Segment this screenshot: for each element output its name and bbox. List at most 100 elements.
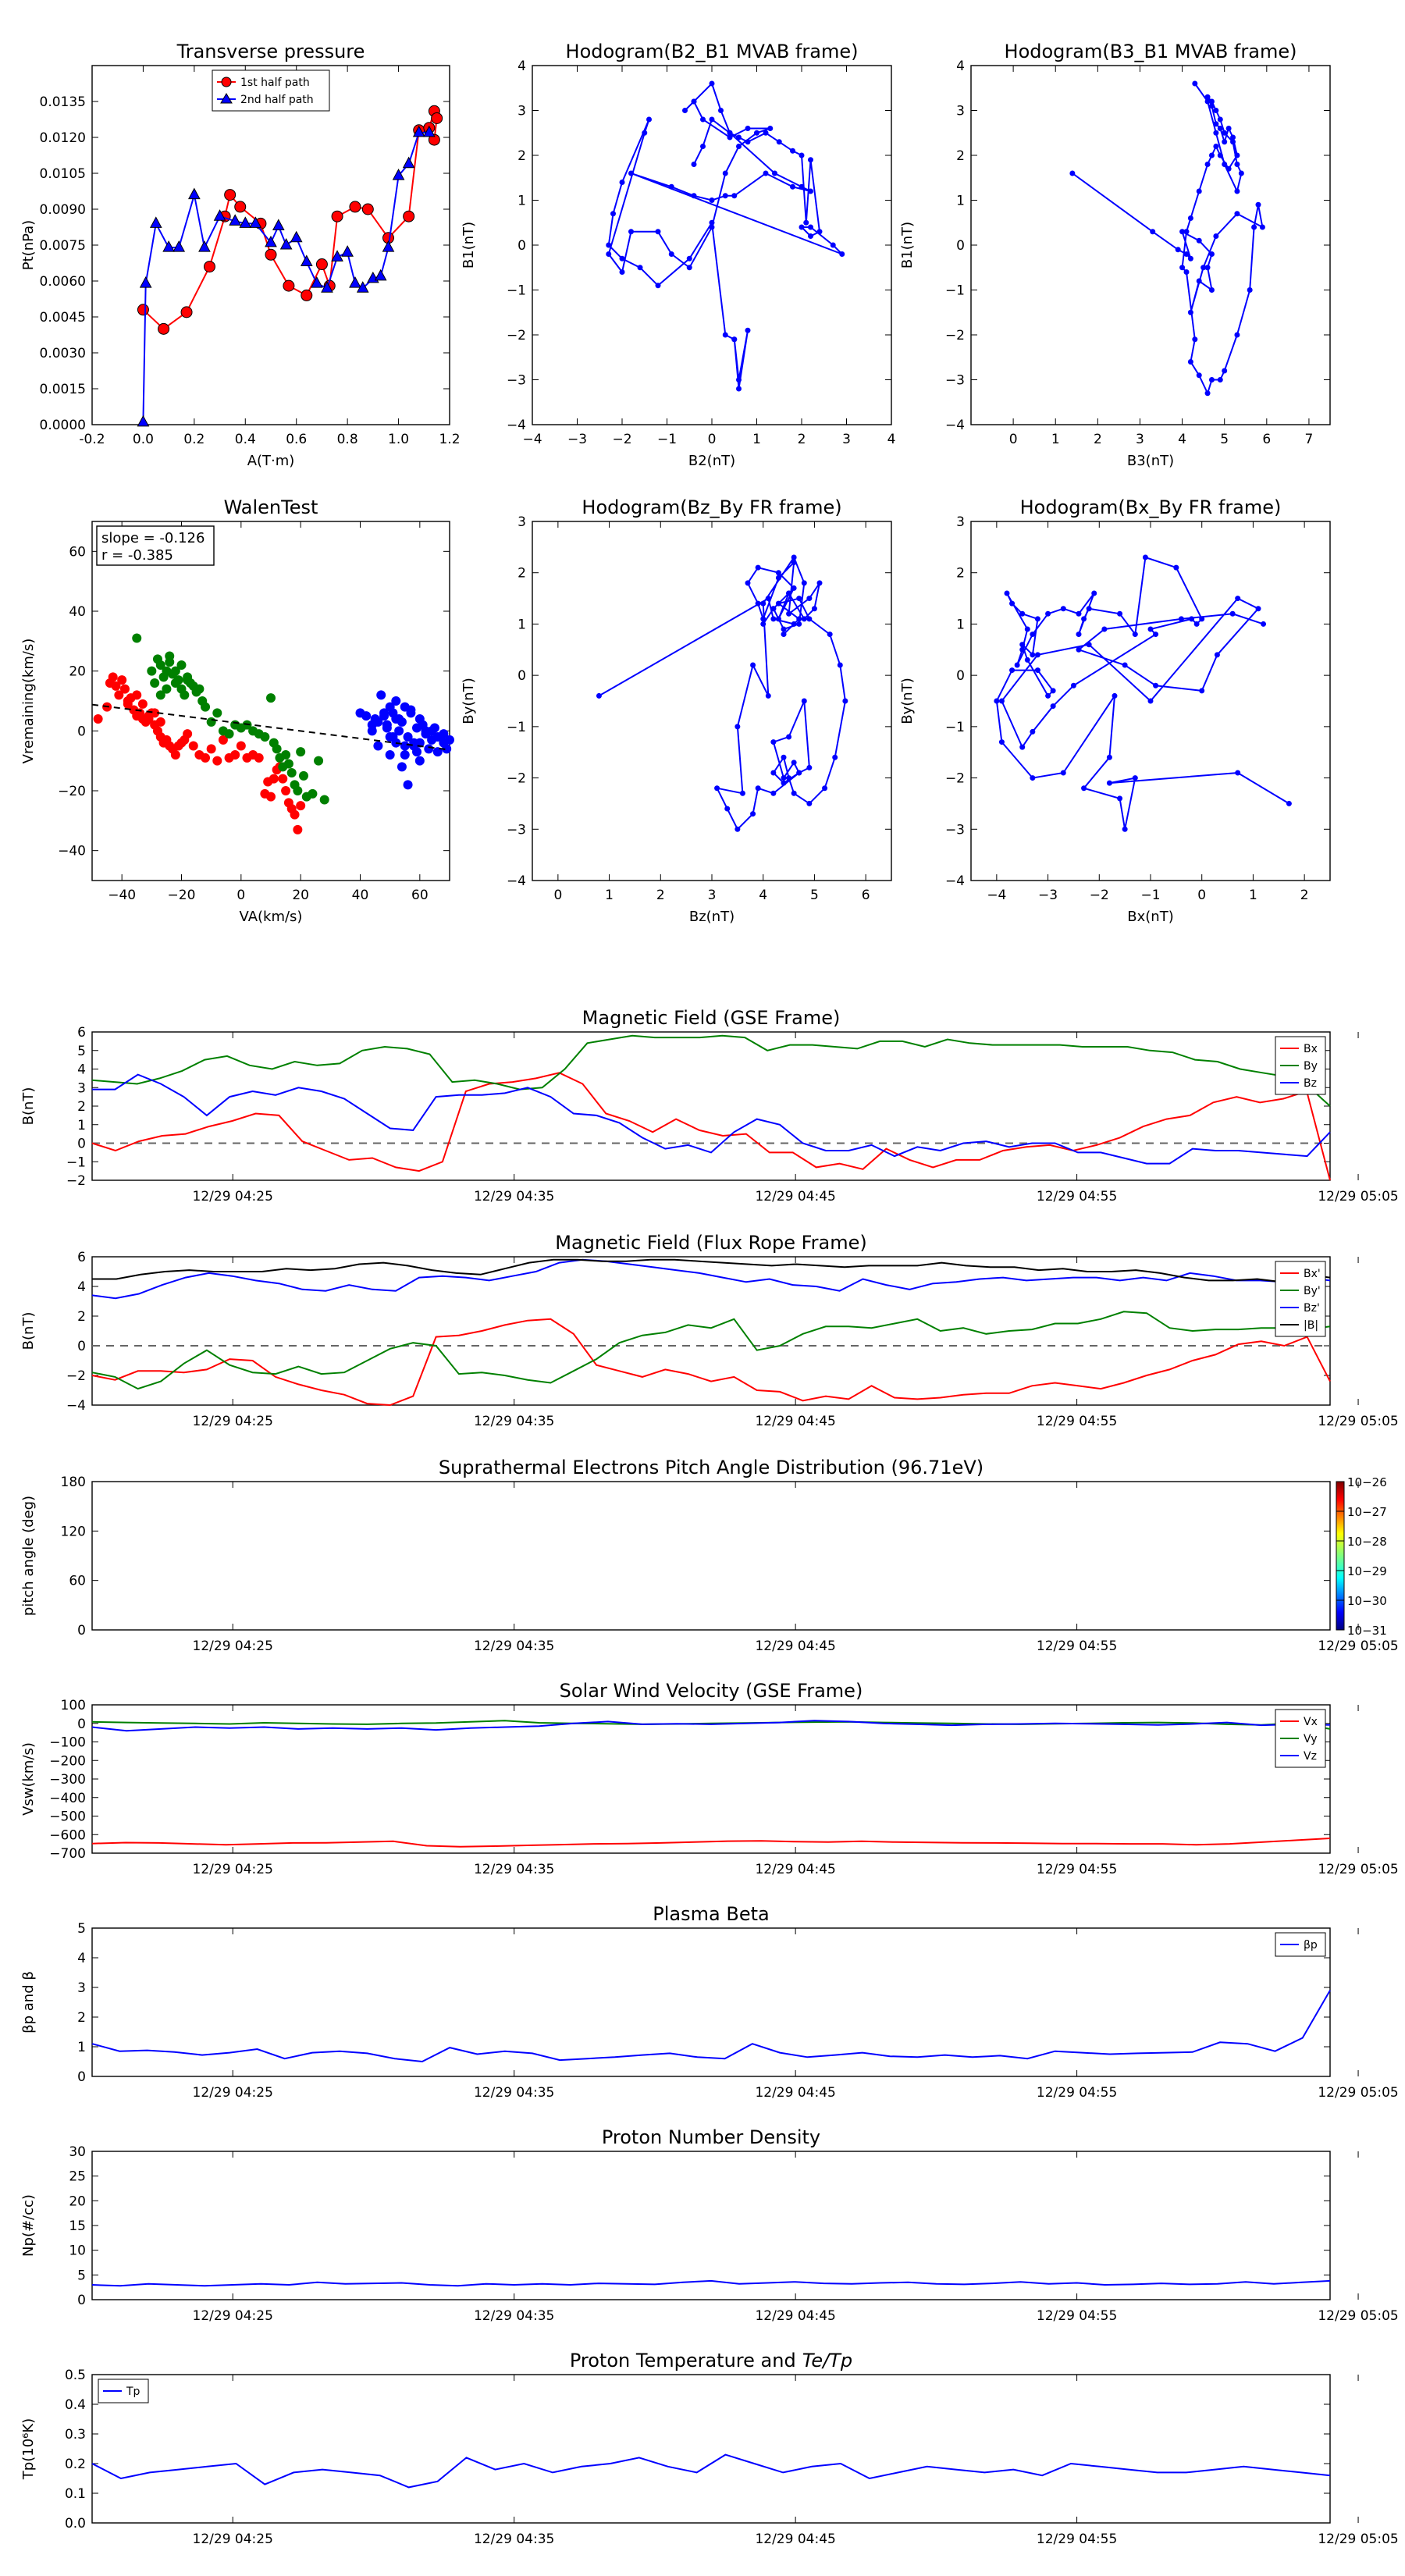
x-tick-label: 7 [1305, 432, 1314, 447]
x-tick-label: -0.2 [79, 432, 105, 447]
data-point [806, 800, 813, 806]
y-tick-label: 0 [77, 2069, 86, 2085]
chart-title: Transverse pressure [176, 41, 365, 62]
legend-item: Bx [1280, 1043, 1318, 1055]
scatter-point [230, 750, 240, 760]
x-tick-label: 12/29 05:05 [1318, 1638, 1398, 1654]
y-tick-label: 1 [518, 617, 526, 632]
series-line-1 [142, 131, 429, 422]
data-point [1045, 692, 1051, 699]
scatter-point [212, 756, 222, 766]
chart-title: Solar Wind Velocity (GSE Frame) [560, 1680, 863, 1702]
data-point [402, 156, 415, 169]
data-point [724, 806, 731, 812]
data-point [158, 322, 170, 335]
scatter-point [155, 717, 165, 727]
y-tick-label: 25 [69, 2169, 86, 2185]
y-tick-label: 3 [956, 104, 965, 119]
legend-item: By [1280, 1060, 1318, 1073]
series-line-Vy [91, 1720, 1331, 1730]
y-tick-label: −2 [507, 771, 526, 787]
x-tick-label: −4 [987, 888, 1006, 903]
data-point [1142, 554, 1148, 560]
y-tick-label: −2 [66, 1368, 86, 1384]
scatter-point [266, 693, 276, 703]
legend-item: By' [1280, 1285, 1321, 1297]
data-point [781, 754, 787, 760]
y-tick-label: 180 [61, 1475, 86, 1490]
y-tick-label: 0.0135 [40, 94, 86, 110]
data-point [1034, 652, 1040, 658]
y-tick-label: 1 [956, 194, 965, 209]
data-point [808, 233, 813, 239]
y-tick-label: 0.0060 [40, 274, 86, 290]
chart-title: Plasma Beta [653, 1903, 769, 1925]
legend-item: |B| [1280, 1319, 1318, 1332]
data-point [736, 134, 742, 141]
data-point [173, 240, 186, 252]
data-point [691, 162, 697, 167]
y-tick-label: 0 [77, 2293, 86, 2308]
x-tick-label: 0 [1197, 888, 1206, 903]
data-point [1234, 152, 1240, 158]
y-tick-label: −4 [945, 418, 965, 433]
x-tick-label: 1 [752, 432, 761, 447]
data-point [619, 269, 625, 275]
x-tick-label: 12/29 04:45 [755, 2085, 835, 2101]
legend-marker [220, 93, 233, 104]
data-point [349, 201, 361, 213]
chart-title: Proton Temperature and Te/Tp [570, 2350, 852, 2371]
x-tick-label: 0 [708, 432, 717, 447]
data-point [668, 251, 674, 257]
data-point [1213, 233, 1219, 239]
data-point [727, 134, 733, 141]
data-point [1091, 590, 1097, 596]
x-tick-label: 12/29 04:25 [193, 1189, 273, 1204]
y-tick-label: 0.4 [65, 2397, 86, 2413]
x-tick-label: 12/29 05:05 [1318, 2308, 1398, 2324]
scatter-point [260, 732, 270, 742]
x-tick-label: 12/29 04:55 [1037, 1862, 1117, 1877]
x-tick-label: 6 [862, 888, 870, 903]
x-tick-label: 2 [656, 888, 665, 903]
y-tick-label: 10 [69, 2243, 86, 2259]
data-point [760, 621, 767, 627]
annotation-text: r = -0.385 [101, 547, 173, 564]
data-point [722, 170, 728, 176]
x-tick-label: 12/29 04:35 [474, 1414, 554, 1429]
scatter-point [409, 738, 419, 748]
data-point [1132, 632, 1138, 638]
colorbar-tick-label: 10−31 [1347, 1624, 1387, 1638]
series-line-Bz' [91, 1258, 1331, 1300]
x-tick-label: 4 [887, 432, 896, 447]
series-line-Bx [91, 1072, 1331, 1181]
y-axis-label: Vremaining(km/s) [20, 639, 37, 764]
y-tick-label: 0 [518, 238, 526, 254]
data-point [1122, 662, 1128, 668]
x-tick-label: −20 [168, 888, 196, 903]
data-point [1208, 287, 1215, 293]
scatter-point [432, 747, 443, 757]
data-point [754, 130, 759, 136]
y-tick-label: 4 [956, 59, 965, 74]
data-point [1050, 688, 1056, 694]
data-point [1081, 616, 1087, 622]
data-point [842, 698, 848, 704]
legend-label: Vx [1304, 1716, 1318, 1728]
data-point [736, 144, 742, 149]
data-point [1193, 621, 1200, 627]
data-point [655, 283, 661, 289]
hodogram-line [1072, 83, 1264, 396]
legend-label: By' [1304, 1285, 1321, 1297]
y-tick-label: 40 [69, 604, 86, 620]
chart-title: Proton Number Density [602, 2126, 820, 2148]
data-point [1076, 646, 1082, 653]
y-tick-label: 3 [77, 1080, 86, 1096]
data-point [803, 219, 809, 226]
data-point [775, 616, 781, 622]
scatter-point [194, 684, 205, 694]
x-tick-label: 12/29 05:05 [1318, 1189, 1398, 1204]
legend-label: Tp [126, 2386, 140, 2398]
y-tick-label: 15 [69, 2218, 86, 2234]
scatter-point [373, 741, 383, 751]
